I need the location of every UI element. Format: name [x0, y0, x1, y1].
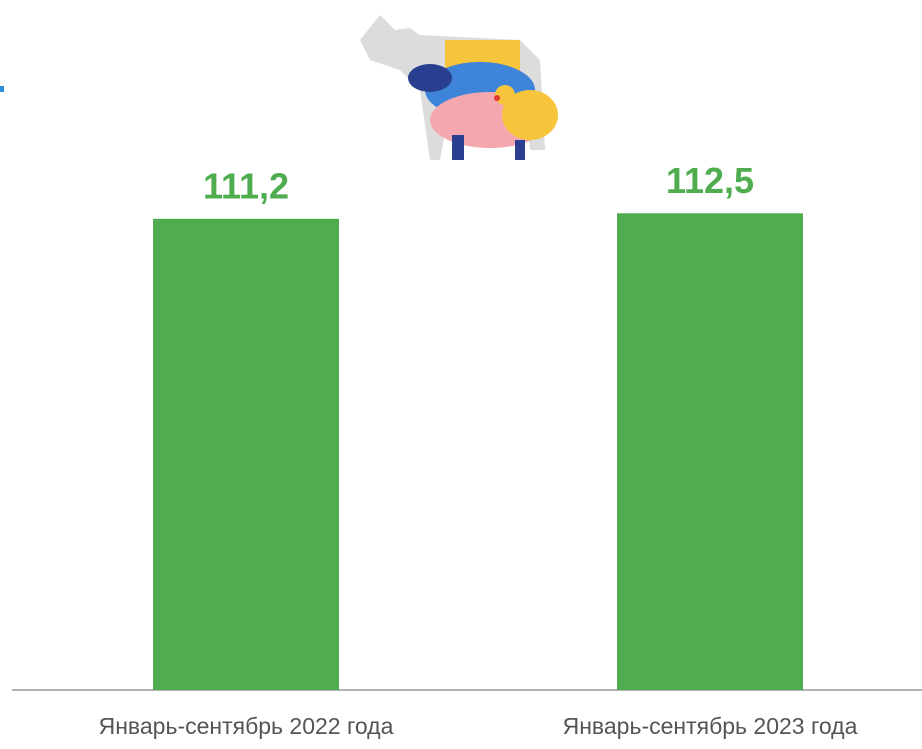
bar [153, 218, 339, 691]
decoration [0, 86, 4, 92]
data-label: 112,5 [666, 160, 754, 201]
x-tick-label: Январь-сентябрь 2023 года [563, 713, 858, 739]
data-label: 111,2 [203, 165, 289, 206]
bar [617, 213, 803, 690]
x-tick-label: Январь-сентябрь 2022 года [99, 713, 394, 739]
animals-illustration [360, 15, 558, 160]
